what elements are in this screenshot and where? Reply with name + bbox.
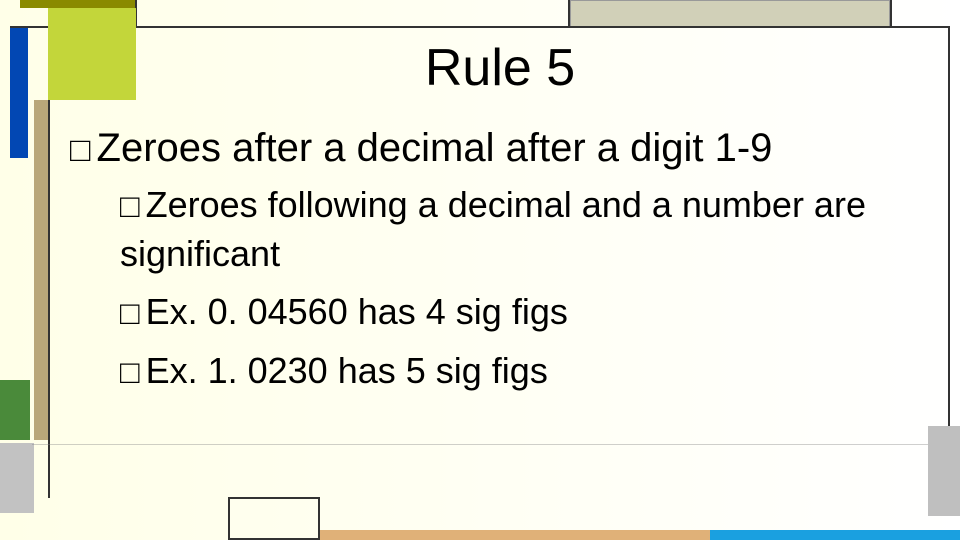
sub-point-text: Ex. 1. 0230 has 5 sig figs [146,350,548,391]
sub-point: Ex. 1. 0230 has 5 sig figs [120,347,930,396]
sub-point-text: Zeroes following a decimal and a number … [120,184,866,274]
main-point: Zeroes after a decimal after a digit 1-9 [70,126,930,171]
deco-bar-beige [570,0,890,28]
deco-vsep-3 [890,0,892,26]
deco-outline-box [228,497,320,540]
deco-block-gray-right [928,426,960,516]
deco-rule-left [48,100,50,498]
deco-block-blue [10,28,28,158]
deco-bar-peach [320,530,710,540]
content-area: Rule 5 Zeroes after a decimal after a di… [70,30,930,490]
slide: Rule 5 Zeroes after a decimal after a di… [0,0,960,540]
deco-block-gray [0,443,34,513]
deco-bar-sky [710,530,960,540]
sub-point: Ex. 0. 04560 has 4 sig figs [120,288,930,337]
deco-vsep-2 [568,0,570,26]
deco-bar-olive [20,0,135,8]
sub-point-text: Ex. 0. 04560 has 4 sig figs [146,291,568,332]
deco-strip-tan [34,100,48,440]
main-point-text: Zeroes after a decimal after a digit 1-9 [97,126,773,170]
deco-block-green [0,380,30,440]
sub-point: Zeroes following a decimal and a number … [120,181,930,278]
deco-rule-top [135,26,950,28]
slide-title: Rule 5 [70,38,930,98]
deco-rule-right [948,28,950,428]
